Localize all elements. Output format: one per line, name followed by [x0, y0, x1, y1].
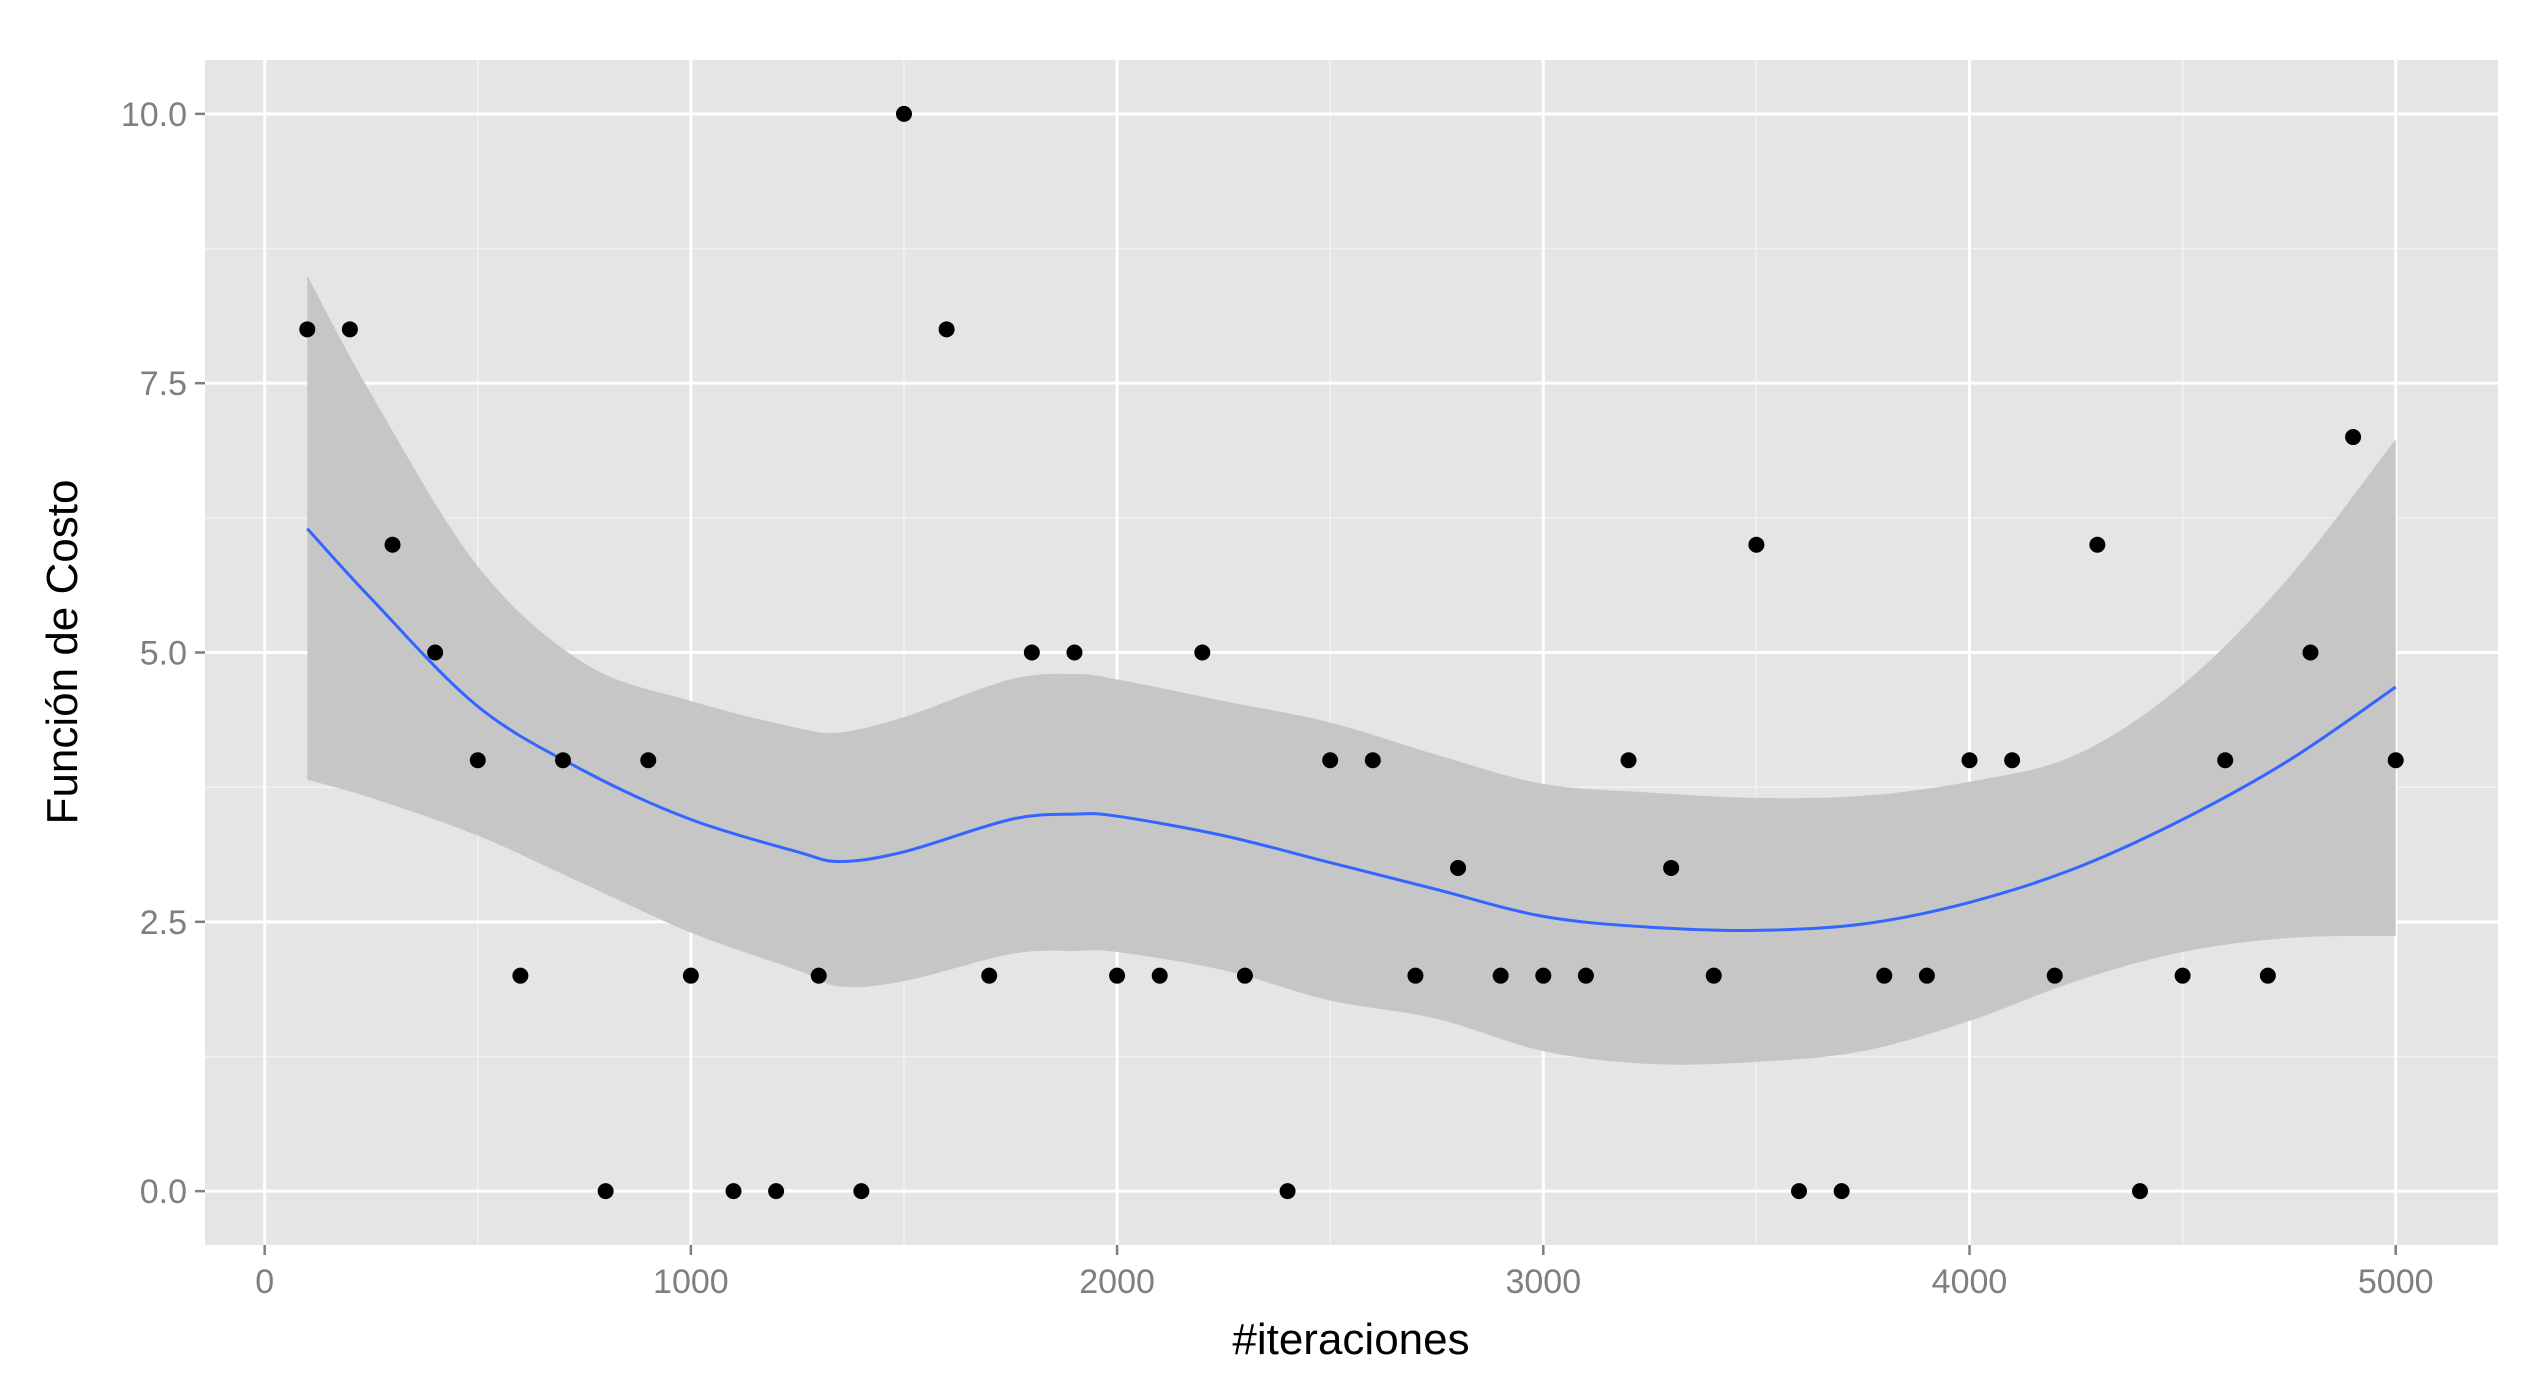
- x-tick-label: 1000: [653, 1263, 729, 1301]
- data-point: [1066, 644, 1083, 661]
- data-point: [1535, 967, 1552, 984]
- data-point: [2387, 752, 2404, 769]
- data-point: [1407, 967, 1424, 984]
- x-axis-ticks: 0 1000 2000 3000 4000 5000: [255, 1245, 2434, 1301]
- data-point: [1876, 967, 1893, 984]
- data-point: [299, 321, 316, 338]
- x-tick-label: 5000: [2358, 1263, 2434, 1301]
- data-point: [1577, 967, 1594, 984]
- data-point: [895, 105, 912, 122]
- data-point: [1791, 1183, 1808, 1200]
- y-tick-label: 2.5: [140, 904, 187, 942]
- data-point: [1151, 967, 1168, 984]
- data-point: [2302, 644, 2319, 661]
- y-tick-label: 0.0: [140, 1173, 187, 1211]
- data-point: [1705, 967, 1722, 984]
- data-point: [1833, 1183, 1850, 1200]
- x-tick-label: 3000: [1505, 1263, 1581, 1301]
- data-point: [810, 967, 827, 984]
- data-point: [555, 752, 572, 769]
- data-point: [341, 321, 358, 338]
- data-point: [1961, 752, 1978, 769]
- data-point: [2004, 752, 2021, 769]
- data-point: [2131, 1183, 2148, 1200]
- data-point: [853, 1183, 870, 1200]
- y-axis-title: Función de Costo: [38, 480, 87, 825]
- data-point: [427, 644, 444, 661]
- data-point: [1918, 967, 1935, 984]
- data-point: [1322, 752, 1339, 769]
- data-point: [2046, 967, 2063, 984]
- data-point: [1194, 644, 1211, 661]
- data-point: [640, 752, 657, 769]
- data-point: [2259, 967, 2276, 984]
- smooth-trend-line: [306, 527, 2397, 933]
- data-point: [725, 1183, 742, 1200]
- y-axis-ticks: 0.0 2.5 5.0 7.5 10.0: [121, 96, 205, 1211]
- data-point: [1748, 536, 1765, 553]
- y-tick-label: 10.0: [121, 96, 187, 134]
- data-point: [1236, 967, 1253, 984]
- data-point: [384, 536, 401, 553]
- x-tick-label: 2000: [1079, 1263, 1155, 1301]
- x-tick-label: 0: [255, 1263, 274, 1301]
- data-point: [2217, 752, 2234, 769]
- data-point: [1109, 967, 1126, 984]
- y-tick-label: 5.0: [140, 635, 187, 673]
- data-point: [938, 321, 955, 338]
- data-point: [682, 967, 699, 984]
- major-gridlines: [205, 60, 2498, 1245]
- data-point: [1620, 752, 1637, 769]
- data-point: [1279, 1183, 1296, 1200]
- data-point: [597, 1183, 614, 1200]
- data-point: [2174, 967, 2191, 984]
- data-point: [1663, 859, 1680, 876]
- data-point: [2089, 536, 2106, 553]
- data-point: [512, 967, 529, 984]
- data-point: [2345, 429, 2362, 446]
- data-point: [1023, 644, 1040, 661]
- confidence-ribbon: [307, 275, 2396, 1065]
- x-tick-label: 4000: [1932, 1263, 2008, 1301]
- data-point: [1492, 967, 1509, 984]
- data-point: [768, 1183, 785, 1200]
- x-axis-title: #iteraciones: [1232, 1315, 1469, 1364]
- data-point: [981, 967, 998, 984]
- data-points: [299, 105, 2404, 1200]
- data-point: [1364, 752, 1381, 769]
- data-point: [469, 752, 486, 769]
- y-tick-label: 7.5: [140, 365, 187, 403]
- data-point: [1450, 859, 1467, 876]
